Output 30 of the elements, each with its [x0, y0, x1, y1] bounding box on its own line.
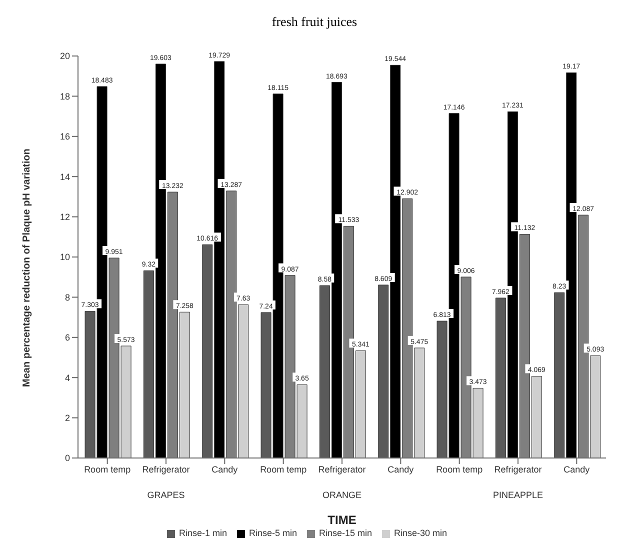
x-tick-label: Room temp	[260, 464, 307, 474]
x-tick-label: Room temp	[84, 464, 131, 474]
x-tick-label: Refrigerator	[494, 464, 542, 474]
y-tick-label: 6	[64, 332, 70, 343]
y-tick-label: 10	[60, 252, 70, 262]
x-tick-label: Refrigerator	[318, 464, 366, 474]
legend-label: Rinse-5 min	[248, 528, 297, 538]
y-tick-label: 2	[64, 412, 70, 423]
x-tick-label: Candy	[564, 464, 590, 474]
text: PINEAPPLE	[492, 490, 544, 500]
text: GRAPES	[146, 490, 186, 500]
text: ORANGE	[321, 490, 362, 500]
y-tick-label: 16	[60, 132, 70, 142]
x-axis-title: TIME	[328, 513, 356, 527]
y-tick-label: 0	[64, 453, 70, 464]
x-tick-label: Candy	[388, 464, 414, 474]
y-axis-title: Mean percentage reduction of Plaque pH variation	[22, 148, 33, 387]
y-tick-label: 18	[60, 91, 70, 102]
x-tick-label: Candy	[212, 464, 238, 474]
chart-title: fresh fruit juices	[270, 13, 358, 31]
x-tick-label: Room temp	[436, 464, 483, 474]
y-tick-label: 20	[60, 51, 70, 62]
y-tick-label: 4	[64, 372, 70, 383]
y-tick-label: 14	[60, 172, 70, 182]
x-tick-label: Refrigerator	[142, 464, 190, 474]
y-tick-label: 12	[60, 212, 70, 222]
legend-label: Rinse-30 min	[394, 528, 448, 538]
legend-label: Rinse-1 min	[178, 528, 227, 538]
y-tick-label: 8	[64, 292, 70, 302]
legend-label: Rinse-15 min	[318, 528, 372, 538]
